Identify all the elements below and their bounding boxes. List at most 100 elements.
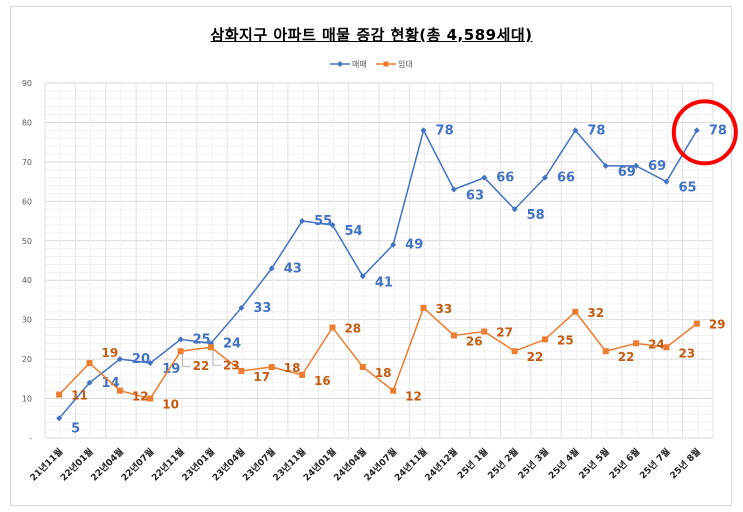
data-label: 55 <box>314 214 332 229</box>
data-point-square <box>633 340 640 347</box>
data-label: 78 <box>436 123 454 138</box>
data-label: 43 <box>284 261 302 276</box>
data-label: 69 <box>618 165 636 180</box>
data-point-diamond <box>663 178 670 185</box>
x-tick-label: 25년 3월 <box>515 446 551 482</box>
data-label: 78 <box>709 123 727 138</box>
data-label: 24 <box>648 337 665 351</box>
data-label: 19 <box>102 346 119 360</box>
data-point-square <box>602 348 609 355</box>
data-point-diamond <box>359 273 366 280</box>
data-point-square <box>208 344 214 351</box>
y-tick-label: 90 <box>22 79 32 88</box>
data-label: 63 <box>466 189 484 204</box>
data-label: 58 <box>527 208 545 223</box>
highlight-circle <box>671 99 738 166</box>
data-label: 22 <box>193 359 210 373</box>
data-label: 78 <box>587 123 605 138</box>
data-point-diamond <box>329 222 336 228</box>
data-label: 26 <box>466 334 483 348</box>
data-point-diamond <box>268 265 275 272</box>
y-tick-label: 30 <box>22 316 32 325</box>
data-label: 54 <box>344 224 362 239</box>
data-point-diamond <box>177 336 184 343</box>
data-point-square <box>86 360 93 367</box>
data-label: 29 <box>709 318 726 332</box>
data-point-square <box>390 387 397 394</box>
y-tick-label: 70 <box>22 158 32 167</box>
data-point-square <box>359 364 366 370</box>
data-label: 23 <box>678 346 695 360</box>
data-point-diamond <box>693 127 700 134</box>
data-point-diamond <box>56 415 63 422</box>
data-label: 20 <box>132 352 150 367</box>
data-point-square <box>177 348 184 355</box>
data-point-diamond <box>86 379 93 386</box>
data-point-square <box>56 391 63 398</box>
data-label: 11 <box>71 389 88 403</box>
data-label: 65 <box>678 181 696 196</box>
y-tick-label: 80 <box>22 118 32 127</box>
data-point-square <box>329 324 336 331</box>
data-label: 69 <box>648 159 666 174</box>
data-label: 25 <box>557 333 574 347</box>
leader-line <box>182 354 191 367</box>
x-tick-label: 24년12월 <box>422 446 460 484</box>
chart-area <box>10 6 732 506</box>
data-label: 41 <box>375 275 393 290</box>
data-label: 5 <box>71 421 80 436</box>
x-tick-label: 25년 4월 <box>546 446 582 482</box>
data-label: 10 <box>162 398 179 412</box>
data-label: 25 <box>193 332 211 347</box>
x-tick-label: 25년 2월 <box>485 446 521 482</box>
data-label: 17 <box>253 370 270 384</box>
data-label: 49 <box>405 238 423 253</box>
y-tick-label: 20 <box>22 355 32 364</box>
data-point-square <box>268 364 275 370</box>
y-tick-label: 60 <box>22 197 32 206</box>
data-label: 27 <box>496 326 513 340</box>
data-point-square <box>572 308 579 315</box>
data-label: 12 <box>132 390 149 404</box>
legend-label: 매매 <box>352 60 367 69</box>
data-point-square <box>450 332 457 339</box>
data-label: 32 <box>587 306 604 320</box>
leader-line <box>212 350 221 366</box>
data-point-square <box>693 320 700 327</box>
data-label: 22 <box>527 350 544 364</box>
data-point-square <box>481 328 488 335</box>
data-point-diamond <box>542 174 548 181</box>
series-line-1 <box>58 306 698 400</box>
data-point-diamond <box>390 241 397 248</box>
chart-title: 삼화지구 아파트 매물 증감 현황(총 4,589세대) <box>210 26 533 44</box>
data-label: 66 <box>496 171 514 186</box>
data-label: 33 <box>436 302 453 316</box>
data-point-square <box>116 387 123 394</box>
data-point-square <box>299 371 306 378</box>
data-point-diamond <box>420 127 427 134</box>
x-tick-label: 25년 7월 <box>637 446 673 482</box>
x-tick-label: 25년 5월 <box>576 446 612 482</box>
legend-marker-diamond <box>337 61 343 67</box>
data-label: 33 <box>253 301 271 316</box>
data-label: 18 <box>375 366 392 380</box>
data-point-diamond <box>116 356 123 363</box>
data-point-square <box>238 367 245 374</box>
data-point-diamond <box>481 174 488 181</box>
x-tick-label: 25년 1월 <box>455 446 491 482</box>
data-label: 22 <box>618 350 635 364</box>
data-label: 23 <box>223 358 240 372</box>
legend-label: 임대 <box>398 60 413 69</box>
data-point-diamond <box>633 162 640 169</box>
data-label: 24 <box>223 336 241 351</box>
legend-marker-square <box>383 61 389 67</box>
data-label: 12 <box>405 390 422 404</box>
data-point-diamond <box>572 127 579 134</box>
y-tick-label: 10 <box>22 395 32 404</box>
y-tick-label: - <box>29 434 32 443</box>
data-label: 16 <box>314 374 331 388</box>
data-point-square <box>420 304 427 311</box>
data-label: 18 <box>284 361 301 375</box>
y-tick-label: 40 <box>22 276 32 285</box>
